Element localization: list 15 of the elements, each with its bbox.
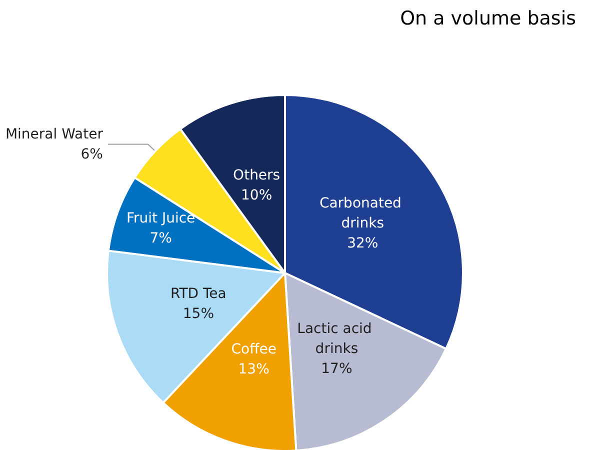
slice-label: Others [233, 168, 280, 184]
slice-label: RTD Tea [170, 286, 226, 302]
slice-label: Fruit Juice [126, 210, 196, 226]
data-label: 13% [238, 362, 270, 378]
slice-label: Mineral Water [5, 126, 104, 142]
data-label: 15% [182, 306, 214, 322]
data-label: 6% [80, 146, 103, 162]
data-label: 7% [150, 230, 172, 246]
chart-title: On a volume basis [400, 8, 576, 30]
data-label: 32% [347, 236, 378, 252]
slice-label: Lactic acid drinks [297, 321, 376, 358]
slice-label: Carbonated drinks [319, 196, 406, 232]
data-label: 17% [321, 361, 352, 378]
data-label: 10% [241, 188, 272, 204]
slice-label: Coffee [231, 342, 276, 358]
